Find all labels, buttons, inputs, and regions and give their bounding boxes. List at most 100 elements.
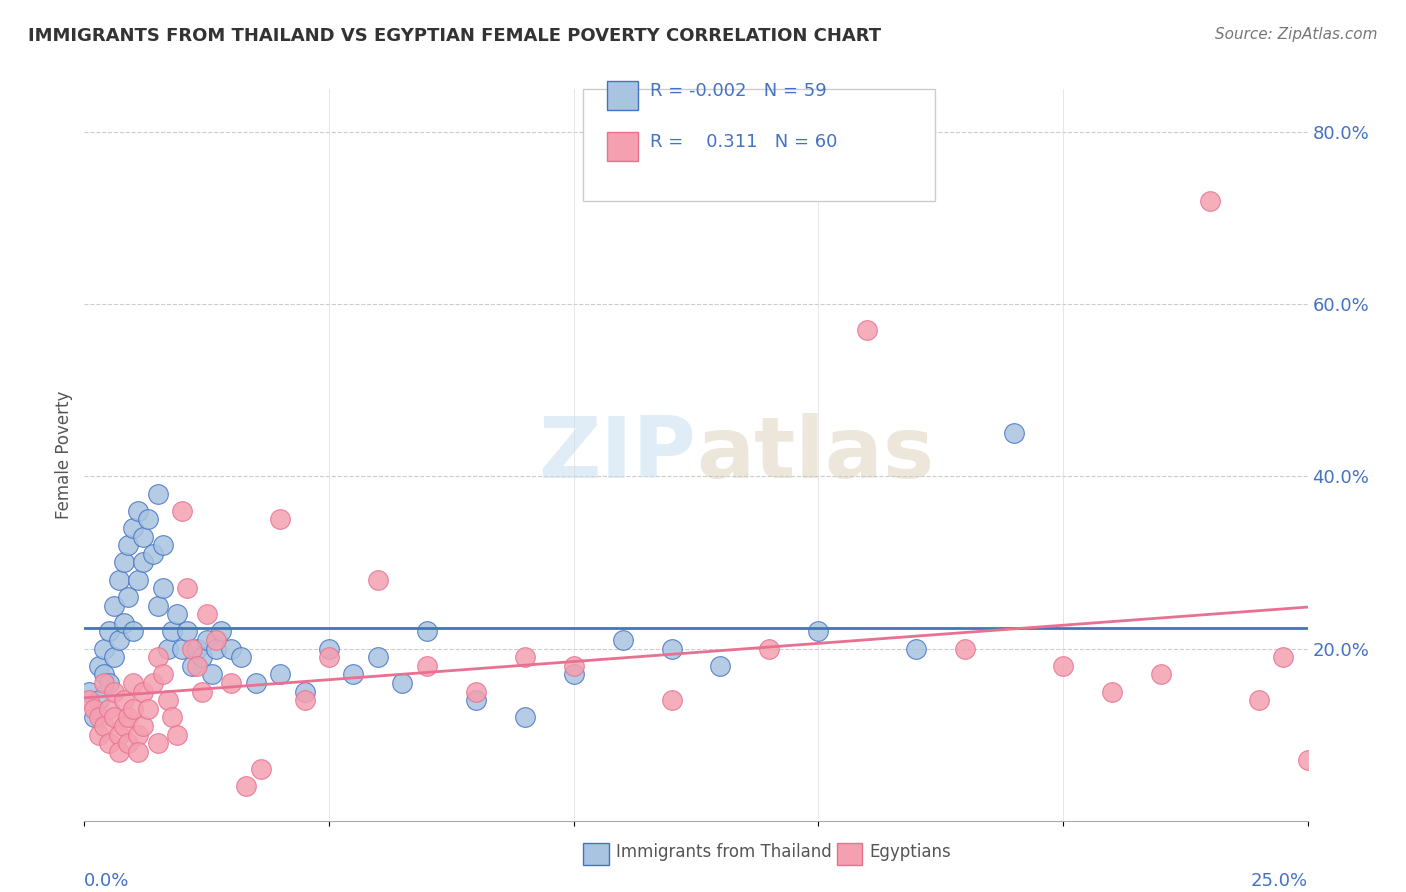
Point: [112, 719, 135, 733]
Point: [132, 530, 155, 544]
Point: [132, 684, 155, 698]
Point: [166, 728, 188, 742]
Point: [97, 624, 120, 639]
Point: [416, 624, 439, 639]
Point: [156, 641, 179, 656]
Point: [146, 599, 169, 613]
Point: [249, 762, 271, 776]
Point: [191, 650, 214, 665]
Point: [152, 582, 174, 596]
Point: [142, 676, 165, 690]
Point: [205, 641, 228, 656]
Text: IMMIGRANTS FROM THAILAND VS EGYPTIAN FEMALE POVERTY CORRELATION CHART: IMMIGRANTS FROM THAILAND VS EGYPTIAN FEM…: [28, 27, 882, 45]
Text: ZIP: ZIP: [538, 413, 696, 497]
Point: [112, 693, 135, 707]
Point: [1296, 753, 1319, 767]
Point: [367, 650, 389, 665]
Point: [953, 641, 976, 656]
Point: [294, 693, 316, 707]
Point: [709, 658, 731, 673]
Point: [146, 736, 169, 750]
Point: [117, 710, 139, 724]
Point: [107, 745, 129, 759]
Text: atlas: atlas: [696, 413, 934, 497]
Point: [127, 728, 149, 742]
Point: [117, 590, 139, 604]
Point: [122, 521, 145, 535]
Point: [758, 641, 780, 656]
Point: [117, 736, 139, 750]
Text: 0.0%: 0.0%: [84, 871, 129, 890]
Point: [93, 676, 115, 690]
Text: R = -0.002   N = 59: R = -0.002 N = 59: [650, 82, 827, 100]
Point: [156, 693, 179, 707]
Point: [1101, 684, 1123, 698]
Point: [1247, 693, 1270, 707]
Point: [107, 632, 129, 647]
Point: [219, 676, 242, 690]
Point: [1320, 753, 1343, 767]
Point: [146, 486, 169, 500]
Point: [83, 702, 105, 716]
Point: [87, 710, 110, 724]
Point: [513, 710, 536, 724]
Point: [117, 538, 139, 552]
Point: [1002, 426, 1025, 441]
Point: [513, 650, 536, 665]
Point: [132, 719, 155, 733]
Point: [294, 684, 316, 698]
Point: [103, 710, 125, 724]
Point: [162, 710, 184, 724]
Text: Immigrants from Thailand: Immigrants from Thailand: [616, 843, 831, 862]
Point: [93, 719, 115, 733]
Point: [127, 573, 149, 587]
Point: [562, 658, 585, 673]
Point: [122, 624, 145, 639]
Point: [181, 641, 204, 656]
Point: [152, 667, 174, 681]
Point: [219, 641, 242, 656]
Point: [245, 676, 267, 690]
Point: [318, 641, 340, 656]
Point: [136, 512, 159, 526]
Point: [152, 538, 174, 552]
Y-axis label: Female Poverty: Female Poverty: [55, 391, 73, 519]
Point: [162, 624, 184, 639]
Point: [1052, 658, 1074, 673]
Point: [142, 547, 165, 561]
Point: [661, 641, 683, 656]
Text: R =    0.311   N = 60: R = 0.311 N = 60: [650, 133, 837, 151]
Point: [195, 607, 218, 621]
Point: [103, 684, 125, 698]
Point: [186, 658, 208, 673]
Point: [186, 641, 208, 656]
Point: [176, 624, 198, 639]
Point: [93, 641, 115, 656]
Point: [905, 641, 928, 656]
Point: [103, 599, 125, 613]
Point: [127, 504, 149, 518]
Point: [172, 504, 194, 518]
Point: [136, 702, 159, 716]
Point: [416, 658, 439, 673]
Point: [107, 728, 129, 742]
Point: [269, 512, 291, 526]
Point: [191, 684, 214, 698]
Point: [209, 624, 232, 639]
Point: [172, 641, 194, 656]
Point: [87, 728, 110, 742]
Point: [97, 736, 120, 750]
Point: [269, 667, 291, 681]
Point: [112, 556, 135, 570]
Point: [235, 779, 257, 793]
Point: [87, 658, 110, 673]
Point: [342, 667, 364, 681]
Point: [1272, 650, 1295, 665]
Point: [77, 693, 100, 707]
Point: [97, 702, 120, 716]
Point: [464, 693, 486, 707]
Point: [87, 693, 110, 707]
Point: [1198, 194, 1220, 208]
Point: [107, 573, 129, 587]
Point: [807, 624, 830, 639]
